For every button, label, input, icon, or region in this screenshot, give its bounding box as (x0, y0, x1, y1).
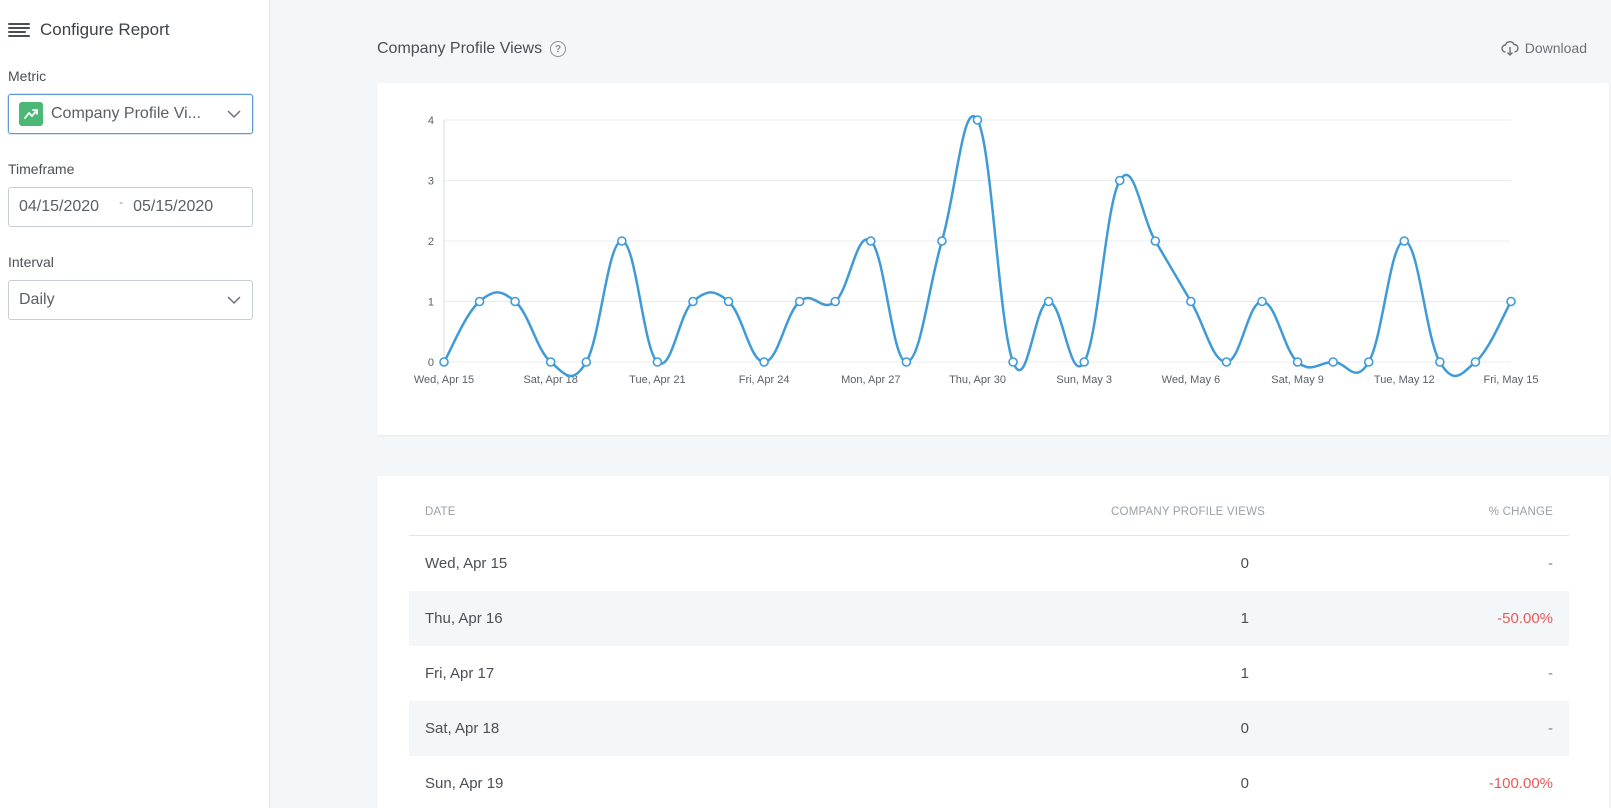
metric-label: Metric (8, 68, 47, 84)
cell-change: - (1548, 555, 1553, 572)
date-separator: - (119, 195, 124, 209)
data-point (1328, 357, 1338, 367)
data-point (1114, 175, 1125, 186)
download-label: Download (1524, 40, 1587, 56)
data-point (1470, 357, 1481, 367)
cell-views: 1 (1240, 610, 1249, 627)
data-point (1008, 357, 1018, 367)
data-point (1435, 357, 1445, 367)
cell-date: Wed, Apr 15 (425, 555, 508, 572)
table-row: Wed, Apr 15 0 - (409, 536, 1569, 591)
interval-value: Daily (19, 291, 55, 308)
cell-change: - (1548, 665, 1553, 682)
data-point (723, 296, 734, 307)
chevron-down-icon (227, 110, 241, 119)
data-point (545, 357, 556, 367)
data-point (794, 296, 805, 307)
x-tick-label: Wed, Apr 15 (414, 374, 474, 386)
y-tick-label: 0 (428, 357, 434, 369)
data-point (1257, 296, 1267, 307)
cell-date: Thu, Apr 16 (425, 610, 503, 627)
sidebar-title: Configure Report (40, 20, 170, 39)
y-tick-label: 3 (428, 176, 434, 188)
help-icon[interactable]: ? (550, 41, 567, 57)
page-title: Company Profile Views (377, 40, 543, 57)
table-row: Fri, Apr 17 1 - (409, 646, 1569, 701)
x-tick-label: Fri, May 15 (1483, 374, 1538, 386)
data-point (510, 296, 520, 307)
chevron-down-icon (227, 296, 241, 305)
table-row: Sun, Apr 19 0 -100.00% (409, 756, 1569, 808)
table-row: Thu, Apr 16 1 -50.00% (409, 591, 1569, 646)
column-header-change[interactable]: % CHANGE (1488, 506, 1553, 518)
data-point (1506, 296, 1516, 307)
data-point (581, 357, 592, 367)
data-point (1221, 357, 1232, 367)
cloud-download-icon (1501, 41, 1519, 56)
x-tick-label: Tue, May 12 (1374, 374, 1435, 386)
configure-sidebar: Configure Report Metric Company Profile … (0, 0, 270, 808)
column-header-views[interactable]: COMPANY PROFILE VIEWS (1111, 506, 1265, 518)
data-point (865, 236, 876, 246)
cell-date: Sat, Apr 18 (425, 720, 500, 737)
cell-date: Sun, Apr 19 (425, 775, 504, 792)
cell-date: Fri, Apr 17 (425, 665, 495, 682)
cell-views: 1 (1240, 665, 1249, 682)
x-tick-label: Thu, Apr 30 (949, 374, 1006, 386)
data-point (901, 357, 912, 367)
data-point (617, 236, 627, 246)
timeframe-label: Timeframe (8, 161, 75, 177)
table-row: Sat, Apr 18 0 - (409, 701, 1569, 756)
series-line (442, 115, 1513, 378)
data-point (830, 296, 841, 307)
data-point (1043, 296, 1054, 307)
menu-lines-icon (8, 23, 30, 37)
chart-header: Company Profile Views ? (377, 40, 567, 58)
trend-up-icon (19, 102, 43, 126)
table-header: DATE COMPANY PROFILE VIEWS % CHANGE (409, 506, 1569, 536)
data-point (474, 296, 485, 307)
x-tick-label: Mon, Apr 27 (841, 374, 900, 386)
x-tick-label: Wed, May 6 (1162, 374, 1221, 386)
x-tick-label: Sat, Apr 18 (523, 374, 577, 386)
column-header-date[interactable]: DATE (425, 506, 456, 518)
date-to[interactable]: 05/15/2020 (133, 198, 214, 215)
x-tick-label: Fri, Apr 24 (739, 374, 790, 386)
download-button[interactable]: Download (1501, 40, 1587, 56)
line-chart: 0 1 2 3 4 Wed, Apr 15 Sat, Apr 18 Tue, Apr 21 Fr… (414, 115, 1539, 386)
metric-value: Company Profile Vi... (51, 105, 201, 122)
metric-select[interactable]: Company Profile Vi... (8, 94, 253, 134)
sidebar-header: Configure Report (8, 18, 169, 42)
cell-change: -50.00% (1497, 610, 1553, 627)
interval-label: Interval (8, 254, 54, 270)
chart-card: 0 1 2 3 4 Wed, Apr 15 Sat, Apr 18 Tue, Apr 21 Fr… (377, 83, 1609, 435)
data-point (1186, 296, 1196, 307)
data-point (1363, 357, 1374, 367)
y-tick-label: 2 (428, 236, 434, 248)
x-tick-label: Sun, May 3 (1056, 374, 1112, 386)
cell-views: 0 (1240, 720, 1249, 737)
date-from[interactable]: 04/15/2020 (19, 198, 100, 215)
data-point (688, 296, 698, 307)
y-tick-label: 4 (428, 115, 434, 127)
data-point (759, 357, 769, 367)
timeframe-picker[interactable]: 04/15/2020 - 05/15/2020 (8, 187, 253, 227)
y-tick-label: 1 (428, 297, 434, 309)
cell-change: - (1548, 720, 1553, 737)
data-point (937, 236, 947, 246)
table-card: DATE COMPANY PROFILE VIEWS % CHANGE Wed,… (377, 476, 1609, 808)
interval-select[interactable]: Daily (8, 280, 253, 320)
data-point (652, 357, 663, 367)
data-point (439, 357, 449, 367)
data-point (1399, 236, 1410, 246)
cell-views: 0 (1240, 555, 1249, 572)
x-tick-label: Sat, May 9 (1271, 374, 1324, 386)
cell-change: -100.00% (1488, 775, 1553, 792)
data-point (1079, 357, 1090, 367)
data-point (972, 115, 983, 125)
data-point (1150, 236, 1161, 246)
x-tick-label: Tue, Apr 21 (629, 374, 685, 386)
cell-views: 0 (1240, 775, 1249, 792)
data-point (1292, 357, 1303, 367)
